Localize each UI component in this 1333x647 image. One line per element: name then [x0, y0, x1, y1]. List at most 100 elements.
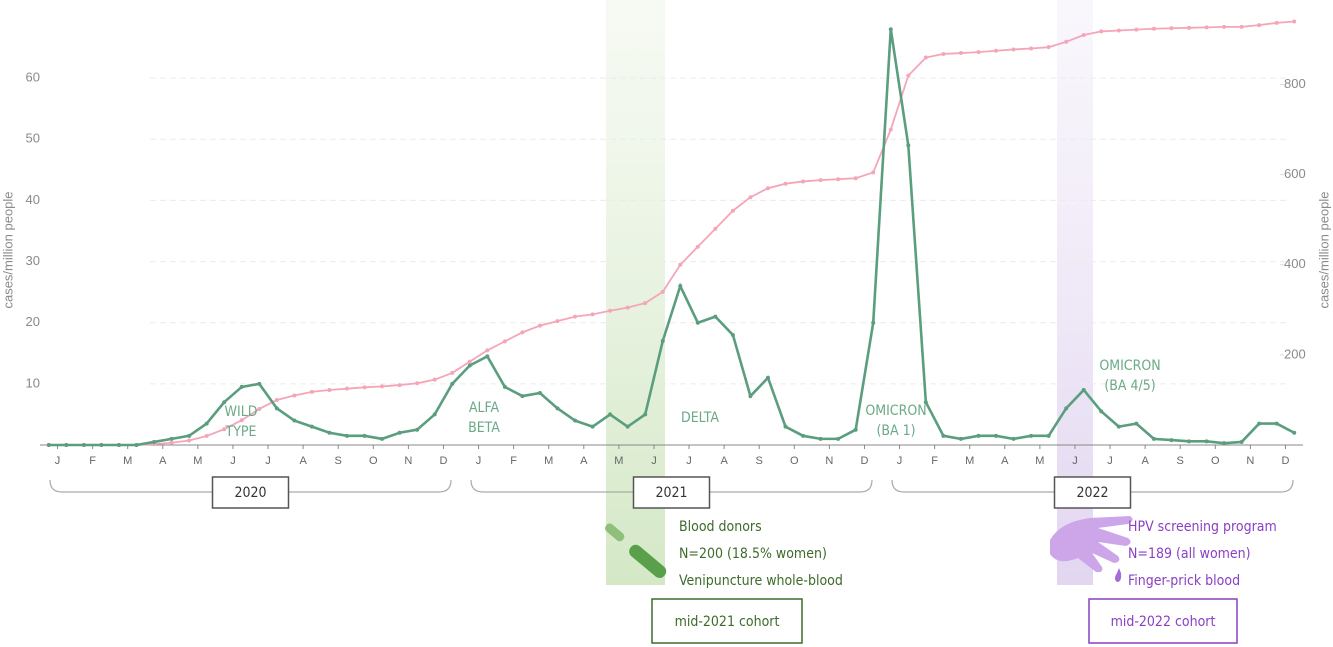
series-point — [467, 359, 472, 364]
series-point — [573, 418, 578, 423]
series-point — [1169, 26, 1174, 31]
x-tick-label: D — [439, 455, 447, 467]
y-tick-label: 20 — [26, 314, 40, 329]
cohort-info: Finger-prick blood — [1128, 573, 1240, 589]
series-point — [555, 319, 560, 324]
series-point — [134, 443, 139, 447]
x-tick-label: O — [369, 455, 378, 467]
y-tick-label: 60 — [26, 70, 40, 85]
series-point — [1204, 25, 1209, 30]
series-point — [678, 284, 683, 289]
x-tick-label: J — [897, 455, 903, 467]
x-tick-label: A — [580, 455, 588, 467]
x-tick-label: N — [825, 455, 833, 467]
series-point — [871, 320, 876, 325]
series-point — [783, 181, 788, 186]
series-point — [292, 418, 297, 423]
series-point — [327, 430, 332, 435]
series-point — [292, 393, 297, 398]
series-point — [818, 436, 823, 441]
series-point — [1046, 433, 1051, 438]
series-point — [853, 427, 858, 432]
hand-icon — [1050, 516, 1133, 582]
series-point — [678, 262, 683, 267]
series-point — [748, 195, 753, 200]
x-tick-label: F — [510, 455, 517, 467]
series-point — [344, 433, 349, 438]
y-tick-label: 40 — [26, 192, 40, 207]
variant-label-line: OMICRON — [865, 403, 926, 419]
y-tick-label: 50 — [26, 131, 40, 146]
series-point — [520, 330, 525, 335]
series-point — [713, 314, 718, 319]
y-tick-label: 30 — [26, 253, 40, 268]
series-point — [923, 55, 928, 60]
series-point — [555, 406, 560, 411]
x-tick-label: A — [720, 455, 728, 467]
variant-label-line: (BA 1) — [876, 423, 915, 439]
series-point — [380, 436, 385, 441]
series-point — [765, 375, 770, 380]
series-point — [801, 179, 806, 184]
series-point — [152, 439, 157, 444]
variant-label: DELTA — [681, 410, 719, 426]
y2-tick-label: 800 — [1284, 76, 1306, 91]
series-point — [1116, 28, 1121, 33]
x-tick-label: M — [544, 455, 553, 467]
series-point — [1257, 421, 1262, 426]
series-point — [485, 348, 490, 353]
series-point — [1099, 29, 1104, 34]
series-point — [450, 370, 455, 375]
x-tick-label: O — [1211, 455, 1220, 467]
cohort-label: mid-2022 cohort — [1111, 614, 1216, 630]
series-point — [537, 391, 542, 396]
series-point — [906, 143, 911, 148]
variant-label: OMICRON (BA 4/5) — [1099, 358, 1160, 394]
series-point — [1292, 19, 1297, 24]
x-tick-label: M — [1035, 455, 1044, 467]
series-point — [187, 438, 192, 443]
series-point — [695, 244, 700, 249]
series-point — [730, 208, 735, 213]
series-point — [608, 308, 613, 313]
series-point — [818, 178, 823, 183]
series-point — [309, 424, 314, 429]
series-point — [660, 339, 665, 344]
series-point — [81, 443, 86, 447]
year-box — [632, 476, 711, 509]
x-tick-label: S — [335, 455, 342, 467]
series-point — [941, 51, 946, 56]
year-box — [1053, 476, 1132, 509]
series-point — [274, 397, 279, 402]
series-point — [713, 226, 718, 231]
series-point — [1169, 438, 1174, 443]
series-point — [994, 48, 999, 53]
series-point — [1239, 439, 1244, 444]
variant-label: WILD TYPE — [225, 404, 258, 440]
series-point — [1116, 424, 1121, 429]
series-point — [643, 412, 648, 417]
series-point — [573, 314, 578, 319]
series-point — [1011, 436, 1016, 441]
series-point — [239, 384, 244, 389]
variant-label: OMICRON (BA 1) — [865, 403, 926, 439]
x-tick-label: J — [651, 455, 657, 467]
series-point — [923, 400, 928, 405]
series-point — [836, 177, 841, 182]
series-point — [958, 436, 963, 441]
series-point — [222, 427, 227, 432]
series-point — [994, 433, 999, 438]
series-point — [1151, 26, 1156, 31]
series-point — [169, 440, 174, 445]
x-tick-label: N — [404, 455, 412, 467]
variant-label-line: WILD — [225, 404, 258, 420]
series-point — [46, 443, 51, 447]
series-point — [1274, 421, 1279, 426]
series-point — [958, 51, 963, 56]
tube-icon — [604, 523, 667, 579]
x-tick-label: D — [1281, 455, 1289, 467]
series-point — [64, 443, 69, 447]
x-tick-label: M — [614, 455, 623, 467]
series-point — [765, 186, 770, 191]
